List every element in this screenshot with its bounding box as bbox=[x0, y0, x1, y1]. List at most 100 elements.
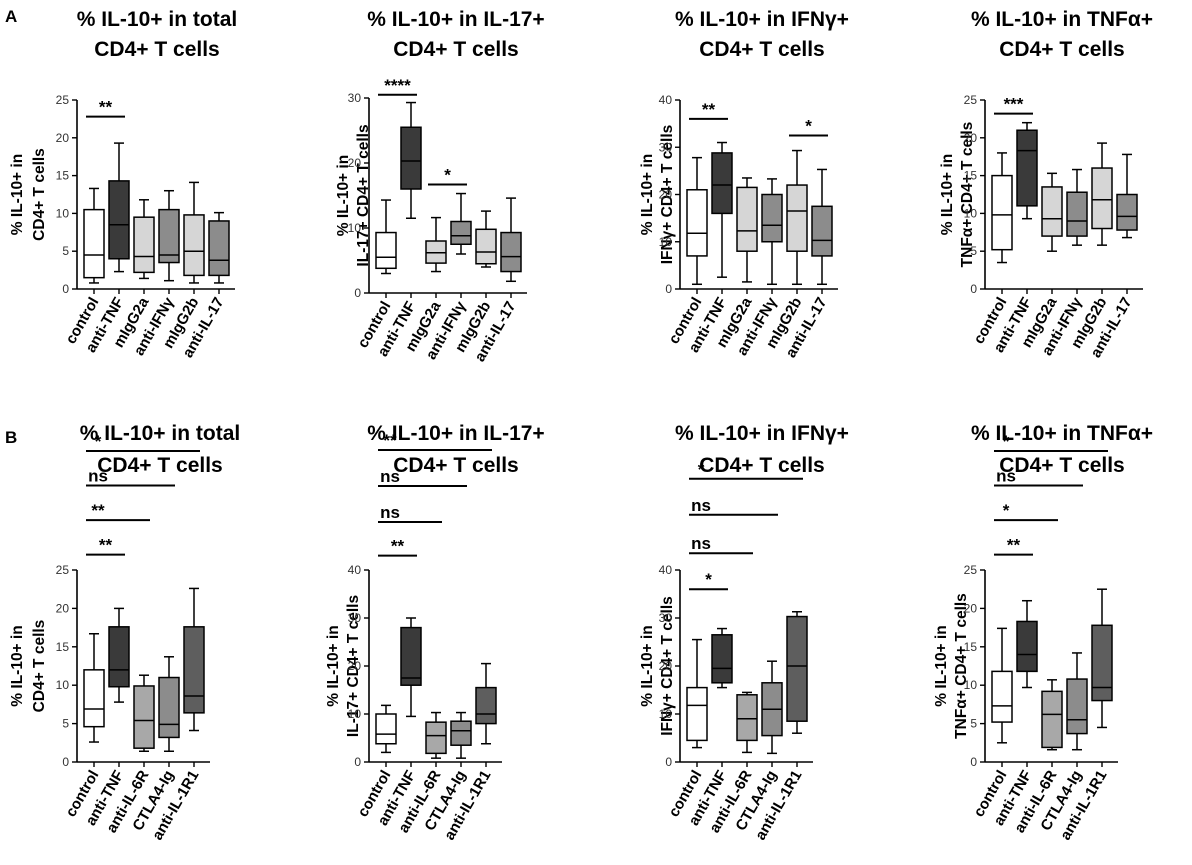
box-anti-il-1r1 bbox=[786, 611, 808, 734]
box-iqr bbox=[425, 721, 447, 755]
box-iqr bbox=[108, 626, 130, 688]
box-control bbox=[83, 632, 105, 743]
chart-2: % IL-10+ in IL-17+ CD4+ T cells % IL-10+ i… bbox=[335, 8, 545, 365]
significance-label: * bbox=[1003, 432, 1010, 451]
chart-title-line: % IL-10+ in TNFα+ bbox=[971, 422, 1153, 445]
y-axis-label-line: IL-17+ CD4+ T cells bbox=[355, 124, 372, 266]
box-iqr bbox=[83, 208, 105, 279]
chart-title-line: % IL-10+ in total bbox=[77, 8, 237, 31]
chart-6: % IL-10+ in IL-17+ CD4+ T cells % IL-10+ i… bbox=[325, 422, 545, 843]
y-axis-label-line: % IL-10+ in bbox=[639, 154, 656, 235]
significance-label: * bbox=[95, 432, 102, 451]
chart-title-line: % IL-10+ in IL-17+ bbox=[367, 8, 544, 31]
y-tick-label: 5 bbox=[62, 717, 69, 731]
box-migg2a bbox=[133, 199, 155, 280]
y-tick-label: 20 bbox=[348, 659, 362, 673]
significance-label: *** bbox=[1004, 95, 1024, 114]
box-iqr bbox=[375, 713, 397, 745]
box-migg2a bbox=[425, 216, 447, 273]
box-control bbox=[375, 704, 397, 754]
box-anti-il-6r bbox=[1041, 679, 1063, 751]
box-ctla4-ig bbox=[1066, 652, 1088, 751]
box-anti-tnf bbox=[108, 607, 130, 703]
significance-label: * bbox=[1003, 501, 1010, 520]
box-anti-tnf bbox=[400, 101, 422, 219]
box-iqr bbox=[736, 186, 758, 252]
y-tick-label: 0 bbox=[62, 755, 69, 769]
box-iqr bbox=[1016, 129, 1038, 207]
box-anti-il-6r bbox=[425, 711, 447, 759]
box-iqr bbox=[133, 216, 155, 274]
chart-title-line: % IL-10+ in IFNγ+ bbox=[675, 422, 849, 445]
significance-label: ** bbox=[91, 501, 105, 520]
y-tick-label: 10 bbox=[348, 707, 362, 721]
box-iqr bbox=[686, 686, 708, 742]
chart-title-line: CD4+ T cells bbox=[393, 454, 518, 477]
box-iqr bbox=[1116, 193, 1138, 231]
y-tick-label: 10 bbox=[348, 221, 362, 235]
box-iqr bbox=[500, 231, 522, 273]
significance-label: ** bbox=[99, 98, 113, 117]
y-axis-label-line: IL-17+ CD4+ T cells bbox=[345, 595, 362, 737]
y-tick-label: 5 bbox=[970, 717, 977, 731]
box-ctla4-ig bbox=[450, 711, 472, 759]
y-axis-label-line: % IL-10+ in bbox=[639, 625, 656, 706]
box-control bbox=[991, 152, 1013, 264]
y-axis-label-line: TNFα+ CD4+ T cells bbox=[959, 122, 976, 268]
y-tick-label: 0 bbox=[354, 286, 361, 300]
y-tick-label: 15 bbox=[56, 640, 70, 654]
chart-5: % IL-10+ in total CD4+ T cells % IL-10+ in… bbox=[9, 422, 240, 843]
box-iqr bbox=[450, 220, 472, 245]
y-tick-label: 40 bbox=[659, 93, 673, 107]
y-tick-label: 30 bbox=[659, 611, 673, 625]
y-tick-label: 40 bbox=[348, 563, 362, 577]
box-anti-ifn- bbox=[1066, 168, 1088, 246]
y-tick-label: 15 bbox=[964, 169, 978, 183]
significance-label: * bbox=[698, 460, 705, 479]
y-axis-label-line: % IL-10+ in bbox=[9, 154, 26, 235]
y-tick-label: 0 bbox=[665, 755, 672, 769]
significance-label: * bbox=[705, 570, 712, 589]
box-anti-il-17 bbox=[208, 211, 230, 284]
chart-title-line: CD4+ T cells bbox=[393, 38, 518, 61]
chart-title-line: CD4+ T cells bbox=[97, 454, 222, 477]
box-iqr bbox=[1041, 690, 1063, 749]
box-iqr bbox=[711, 152, 733, 215]
significance-label: ns bbox=[691, 496, 711, 515]
chart-title-line: % IL-10+ in total bbox=[80, 422, 240, 445]
box-migg2b bbox=[183, 181, 205, 284]
box-anti-il-6r bbox=[736, 691, 758, 754]
y-tick-label: 25 bbox=[56, 563, 70, 577]
box-ctla4-ig bbox=[761, 660, 783, 755]
box-iqr bbox=[450, 720, 472, 746]
box-anti-tnf bbox=[1016, 599, 1038, 689]
chart-4: % IL-10+ in TNFα+ CD4+ T cells % IL-10+ in… bbox=[939, 8, 1153, 361]
box-iqr bbox=[158, 676, 180, 739]
y-axis-label-line: IFNγ+ CD4+ T cells bbox=[659, 125, 676, 265]
y-tick-label: 10 bbox=[56, 206, 70, 220]
box-iqr bbox=[475, 228, 497, 265]
chart-8: % IL-10+ in TNFα+ CD4+ T cells % IL-10+ in… bbox=[933, 422, 1153, 843]
box-ctla4-ig bbox=[158, 656, 180, 752]
y-tick-label: 20 bbox=[56, 131, 70, 145]
box-anti-ifn- bbox=[158, 189, 180, 282]
chart-title-line: CD4+ T cells bbox=[999, 38, 1124, 61]
significance-label: ns bbox=[380, 467, 400, 486]
y-axis-label-line: TNFα+ CD4+ T cells bbox=[953, 593, 970, 739]
y-axis-label-line: CD4+ T cells bbox=[31, 148, 48, 241]
box-iqr bbox=[711, 634, 733, 684]
y-tick-label: 25 bbox=[964, 563, 978, 577]
box-iqr bbox=[761, 193, 783, 243]
box-iqr bbox=[83, 669, 105, 728]
box-iqr bbox=[1091, 167, 1113, 230]
significance-label: ** bbox=[383, 431, 397, 450]
box-iqr bbox=[736, 694, 758, 742]
box-iqr bbox=[133, 685, 155, 749]
y-tick-label: 0 bbox=[62, 282, 69, 296]
y-axis-label-line: % IL-10+ in bbox=[933, 625, 950, 706]
box-iqr bbox=[158, 208, 180, 264]
box-migg2b bbox=[475, 210, 497, 268]
y-axis-label-line: % IL-10+ in bbox=[325, 625, 342, 706]
